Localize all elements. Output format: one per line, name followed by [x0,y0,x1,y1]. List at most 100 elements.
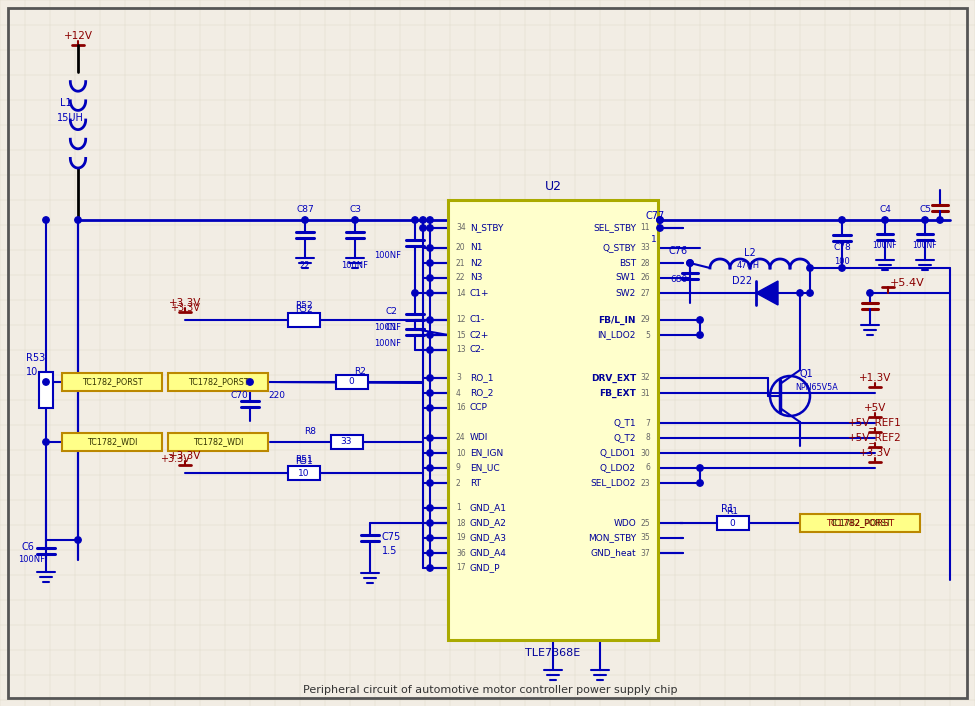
Text: CCP: CCP [470,404,488,412]
Text: R2: R2 [354,368,366,376]
Text: IN_LDO2: IN_LDO2 [598,330,636,340]
Text: 35: 35 [641,534,650,542]
Circle shape [838,265,845,271]
Text: Q_T1: Q_T1 [613,419,636,428]
Text: 1: 1 [651,236,657,244]
Text: 7: 7 [645,419,650,428]
Text: GND_P: GND_P [470,563,500,573]
Text: 2: 2 [456,479,461,488]
Text: 100NF: 100NF [374,323,401,333]
Text: 21: 21 [456,258,465,268]
Text: C2+: C2+ [470,330,489,340]
Text: WDO: WDO [613,518,636,527]
Text: GND_A3: GND_A3 [470,534,507,542]
Text: C1-: C1- [470,316,486,325]
Text: 31: 31 [641,388,650,397]
Text: MON_STBY: MON_STBY [588,534,636,542]
Circle shape [420,225,426,231]
Text: 4: 4 [456,388,461,397]
Text: 26: 26 [641,273,650,282]
Circle shape [247,379,254,385]
Text: 6: 6 [645,464,650,472]
Text: Q_STBY: Q_STBY [603,244,636,253]
Text: N3: N3 [470,273,483,282]
Text: 10: 10 [298,469,310,477]
Text: C2-: C2- [470,345,486,354]
Text: R1: R1 [726,508,738,517]
Text: +3.3V: +3.3V [160,454,190,464]
Circle shape [420,217,426,223]
Text: 15: 15 [456,330,466,340]
Circle shape [427,289,433,297]
Text: TC1782_WDI: TC1782_WDI [193,438,243,446]
Text: 1: 1 [456,503,461,513]
Text: GND_A4: GND_A4 [470,549,507,558]
Text: 1.5: 1.5 [382,546,398,556]
Text: 25: 25 [641,518,650,527]
Polygon shape [756,281,778,305]
Circle shape [427,435,433,441]
Text: GND_A2: GND_A2 [470,518,507,527]
Text: SEL_STBY: SEL_STBY [593,224,636,232]
Text: RO_1: RO_1 [470,373,493,383]
Text: TC1782_PORST: TC1782_PORST [830,518,890,527]
Text: 23: 23 [641,479,650,488]
Circle shape [806,289,813,297]
Text: 20: 20 [456,244,466,253]
Text: C70: C70 [230,390,248,400]
Circle shape [838,217,845,223]
Text: 33: 33 [641,244,650,253]
Text: BST: BST [619,258,636,268]
Circle shape [427,317,433,323]
Circle shape [697,465,703,471]
Text: 14: 14 [456,289,466,297]
Text: C87: C87 [296,205,314,215]
Text: 15UH: 15UH [57,113,84,123]
Circle shape [657,217,663,223]
Text: 0: 0 [729,518,735,527]
Text: N_STBY: N_STBY [470,224,503,232]
Text: 47UH: 47UH [736,261,760,270]
Circle shape [697,317,703,323]
Text: Q1: Q1 [800,369,814,379]
Circle shape [657,217,663,223]
Text: TC1782_PORST: TC1782_PORST [826,518,894,527]
Circle shape [937,217,943,223]
Circle shape [427,535,433,542]
Text: EN_IGN: EN_IGN [470,448,503,457]
Text: GND_heat: GND_heat [591,549,636,558]
Bar [335,375,368,389]
Text: +3.3V: +3.3V [170,303,200,313]
Text: 10: 10 [456,448,466,457]
Text: 17: 17 [456,563,466,573]
Text: SEL_LDO2: SEL_LDO2 [591,479,636,488]
Text: EN_UC: EN_UC [470,464,499,472]
Text: SW1: SW1 [615,273,636,282]
Circle shape [686,260,693,266]
Circle shape [427,245,433,251]
Text: 18: 18 [456,518,465,527]
Circle shape [411,289,418,297]
Text: C4: C4 [879,205,891,215]
Text: 100: 100 [835,258,850,266]
Text: TC1782_PORST: TC1782_PORST [187,378,249,386]
Text: RO_2: RO_2 [470,388,493,397]
Circle shape [867,289,874,297]
Text: Peripheral circuit of automotive motor controller power supply chip: Peripheral circuit of automotive motor c… [303,685,678,695]
Text: L2: L2 [744,248,756,258]
Text: 3: 3 [456,373,461,383]
Text: 29: 29 [641,316,650,325]
Text: WDI: WDI [470,433,488,443]
Text: Q_LDO2: Q_LDO2 [600,464,636,472]
Text: 100NF: 100NF [341,261,369,270]
Circle shape [43,379,49,385]
Text: R8: R8 [304,428,316,436]
Text: C2: C2 [385,308,397,316]
Text: C1: C1 [385,323,397,332]
Text: R52: R52 [295,304,313,313]
Circle shape [75,217,81,223]
Circle shape [427,275,433,281]
Text: U2: U2 [544,181,562,193]
Circle shape [697,332,703,338]
Text: GND_A1: GND_A1 [470,503,507,513]
